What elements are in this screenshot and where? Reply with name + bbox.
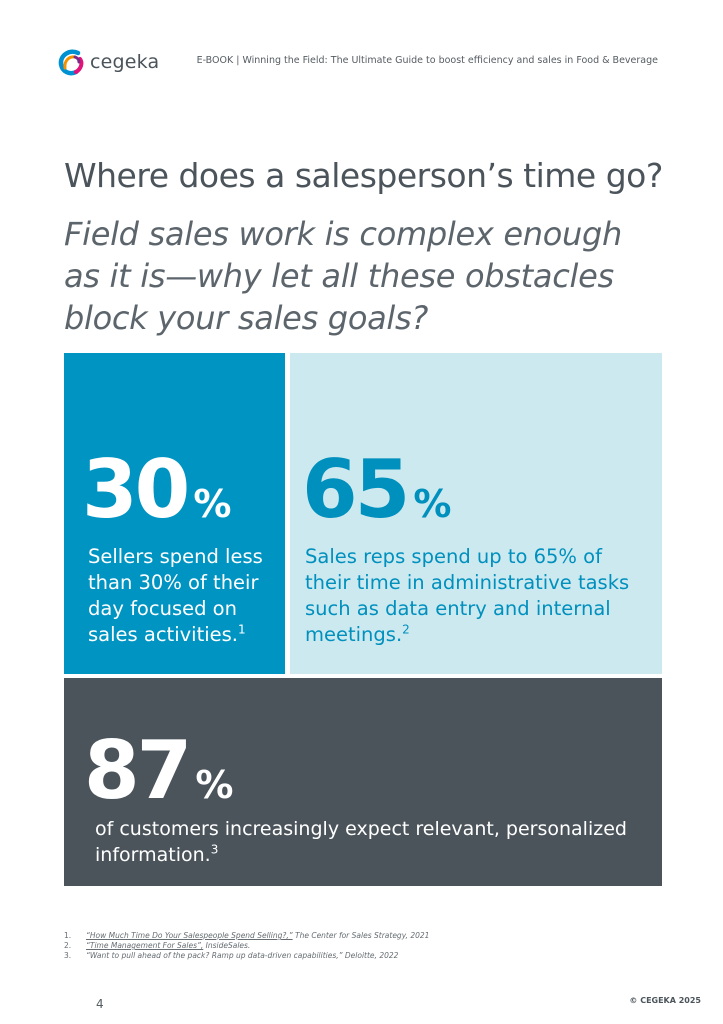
stat-unit: %	[195, 763, 234, 807]
stat-value: 30%	[82, 450, 231, 530]
stat-unit: %	[193, 482, 232, 526]
stat-number: 30	[82, 443, 190, 536]
stat-unit: %	[413, 482, 452, 526]
stat-description: Sellers spend less than 30% of their day…	[88, 544, 273, 648]
footnote-number: 3.	[64, 951, 72, 960]
footnote-item: 2. “Time Management For Sales”, InsideSa…	[64, 941, 664, 951]
stat-description-text: of customers increasingly expect relevan…	[95, 818, 627, 866]
stat-description-text: Sellers spend less than 30% of their day…	[88, 545, 263, 646]
footnote-source: InsideSales.	[203, 941, 251, 950]
footnote-source: “Want to pull ahead of the pack? Ramp up…	[86, 951, 399, 960]
stat-value: 87%	[84, 731, 233, 811]
copyright: © CEGEKA 2025	[629, 996, 701, 1005]
footnote-number: 2.	[64, 941, 72, 950]
stat-number: 65	[302, 443, 410, 536]
stat-block-65: 65% Sales reps spend up to 65% of their …	[290, 353, 662, 674]
footnote-link[interactable]: “Time Management For Sales”,	[86, 941, 204, 950]
stat-block-30: 30% Sellers spend less than 30% of their…	[64, 353, 285, 674]
stat-block-87: 87% of customers increasingly expect rel…	[64, 678, 662, 886]
logo-text: cegeka	[90, 51, 160, 73]
stat-description: of customers increasingly expect relevan…	[95, 816, 635, 868]
stat-value: 65%	[302, 450, 451, 530]
cegeka-logo: cegeka	[56, 46, 160, 78]
stat-description: Sales reps spend up to 65% of their time…	[305, 544, 645, 648]
footnote-ref: 1	[238, 622, 246, 637]
footnote-number: 1.	[64, 931, 72, 940]
footnote-ref: 2	[402, 622, 410, 637]
footnote-source: The Center for Sales Strategy, 2021	[292, 931, 430, 940]
footnote-ref: 3	[210, 842, 219, 857]
page-number: 4	[96, 997, 104, 1011]
page-subtitle: Field sales work is complex enough as it…	[64, 215, 622, 337]
cegeka-logo-icon	[58, 49, 84, 76]
footnote-item: 1. “How Much Time Do Your Salespeople Sp…	[64, 931, 664, 941]
page-title: Where does a salesperson’s time go?	[64, 156, 663, 195]
stat-description-text: Sales reps spend up to 65% of their time…	[305, 545, 630, 646]
footnote-link[interactable]: “How Much Time Do Your Salespeople Spend…	[86, 931, 293, 940]
ebook-header-title: E-BOOK | Winning the Field: The Ultimate…	[196, 55, 658, 66]
footnote-item: 3. “Want to pull ahead of the pack? Ramp…	[64, 951, 664, 961]
stat-number: 87	[84, 724, 192, 817]
footnotes: 1. “How Much Time Do Your Salespeople Sp…	[64, 931, 664, 961]
